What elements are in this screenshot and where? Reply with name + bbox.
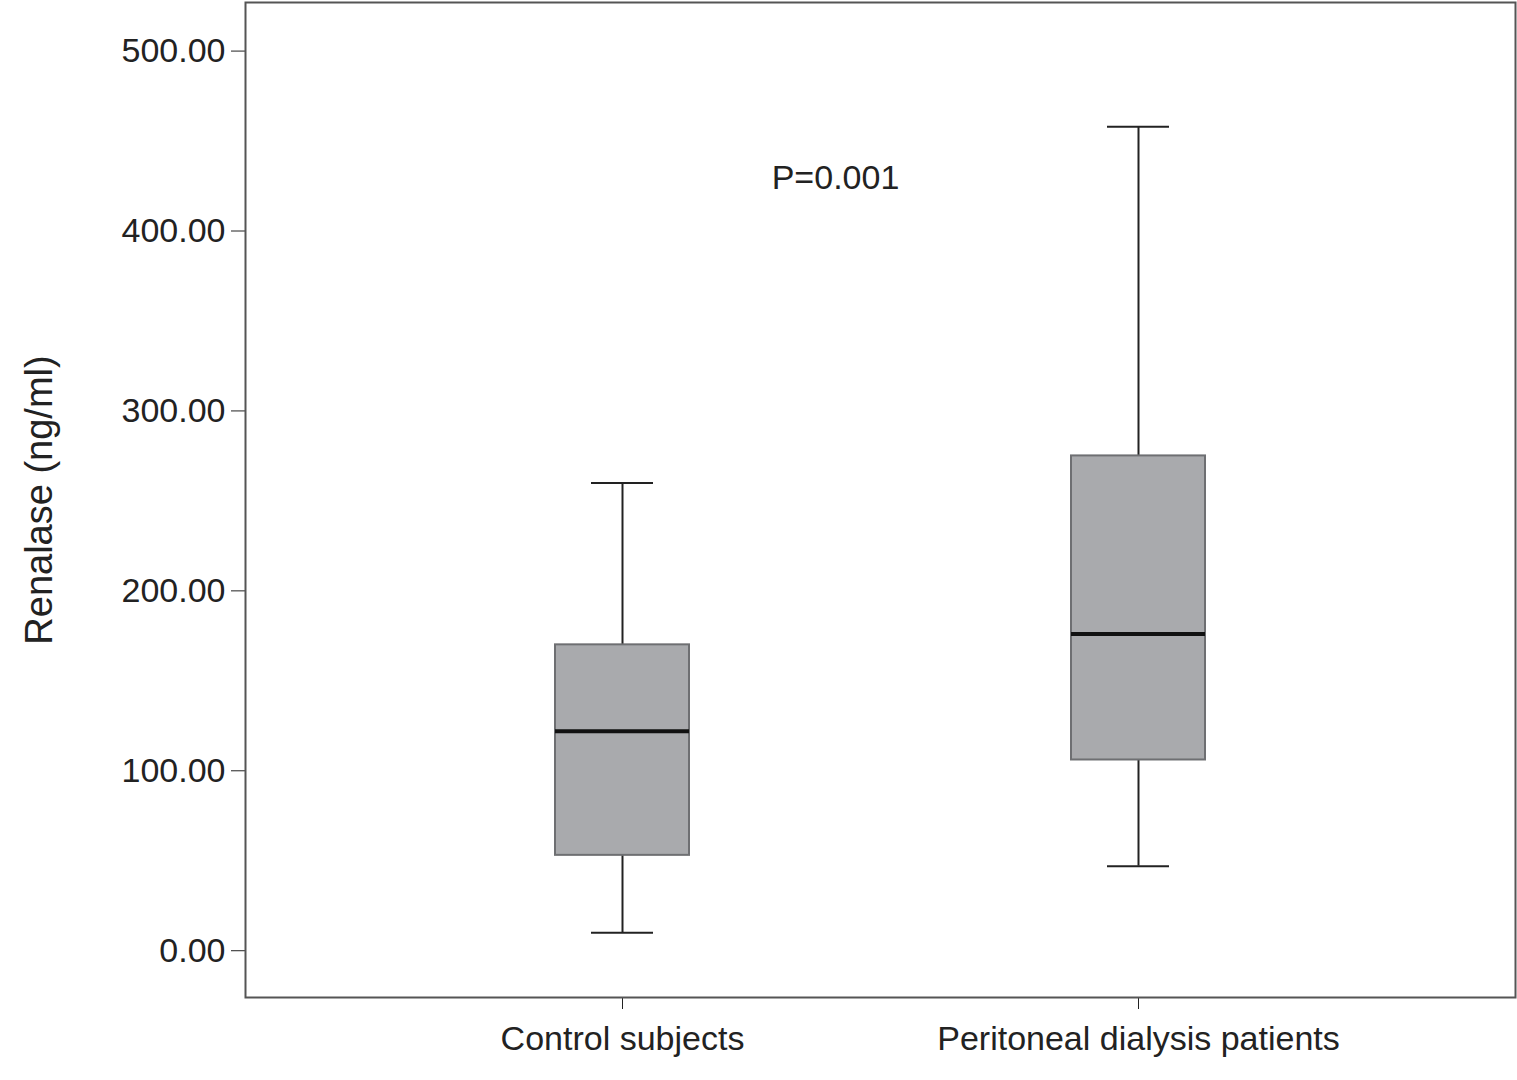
svg-text:300.00: 300.00 [122,391,226,429]
svg-text:Control subjects: Control subjects [501,1019,745,1057]
svg-text:Peritoneal dialysis patients: Peritoneal dialysis patients [937,1019,1340,1057]
svg-text:500.00: 500.00 [122,31,226,69]
svg-text:400.00: 400.00 [122,211,226,249]
svg-text:100.00: 100.00 [122,751,226,789]
svg-text:0.00: 0.00 [159,931,225,969]
svg-text:200.00: 200.00 [122,571,226,609]
svg-text:P=0.001: P=0.001 [772,158,900,196]
svg-text:Renalase (ng/ml): Renalase (ng/ml) [18,355,60,644]
